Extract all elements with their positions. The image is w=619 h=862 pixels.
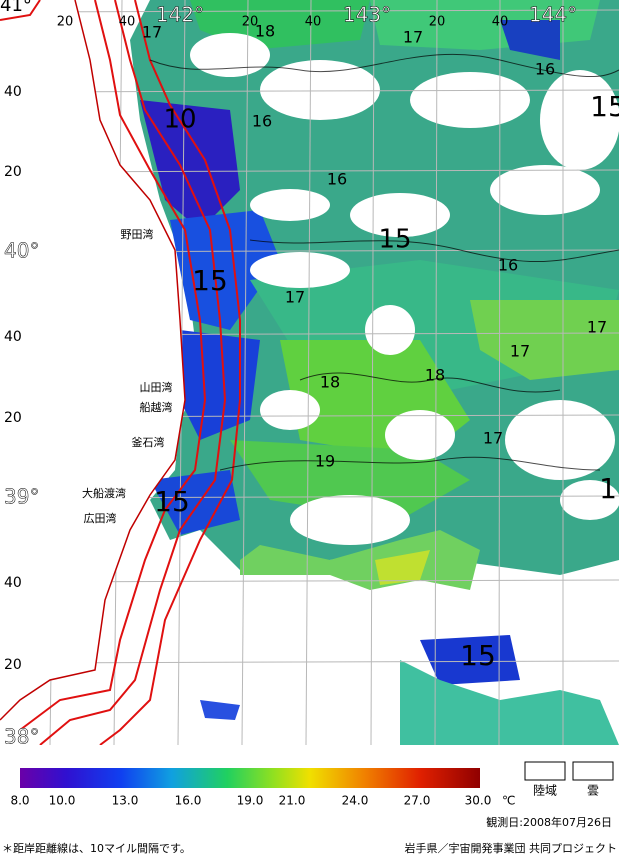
land-swatch (524, 761, 566, 781)
contour-label: 18 (320, 373, 340, 392)
contour-label: 17 (587, 318, 607, 337)
contour-label: 18 (425, 366, 445, 385)
footnote: ＊距岸距離線は、10マイル間隔です。 (2, 841, 191, 855)
contour-label: 15 (590, 90, 619, 123)
contour-label: 18 (255, 22, 275, 41)
credit: 岩手県／宇宙開発事業団 共同プロジェクト (405, 841, 618, 855)
contour-label: 10 (163, 105, 196, 135)
contour-label: 1 (599, 472, 617, 505)
graticule (0, 0, 619, 745)
warm-patch (230, 440, 470, 520)
warm-patch (470, 300, 619, 380)
contour-label: 19 (315, 452, 335, 471)
latitude-label: 39° (4, 485, 39, 509)
contour-label: 16 (252, 112, 272, 131)
cold-patch (420, 635, 520, 685)
bay-label: 船越湾 (140, 400, 173, 414)
contour-label: 15 (378, 225, 411, 255)
warm-patch (375, 550, 430, 585)
contour-label: 17 (142, 23, 162, 42)
bay-label: 大船渡湾 (82, 486, 126, 500)
cold-patch (500, 20, 560, 60)
latitude-label: 40° (4, 239, 39, 263)
contour-label: 17 (483, 429, 503, 448)
latitude-label: 41° (0, 0, 32, 16)
coastline (0, 0, 186, 721)
bay-label: 山田湾 (140, 380, 173, 394)
colorbar (20, 768, 480, 788)
contour-label: 17 (510, 342, 530, 361)
contour-label: 15 (192, 264, 228, 297)
contour-label: 15 (460, 639, 496, 672)
colorbar-unit: ℃ (502, 794, 515, 808)
longitude-label: 142° (156, 3, 204, 27)
colorbar-tick-label: 8.0 (10, 794, 29, 808)
cold-patch (150, 470, 240, 535)
longitude-label: 40 (119, 15, 136, 30)
latitude-label: 20 (4, 164, 22, 180)
contour-label: 16 (327, 170, 347, 189)
contour-label: 17 (285, 288, 305, 307)
map-area (0, 0, 619, 745)
colorbar-tick-label: 24.0 (342, 794, 369, 808)
bay-label: 野田湾 (121, 227, 154, 241)
longitude-label: 40 (492, 15, 509, 30)
contours (149, 53, 619, 471)
legend-label: 陸域 (533, 784, 557, 798)
distance-lines (0, 0, 241, 745)
observation-date: 観測日:2008年07月26日 (486, 815, 612, 829)
colorbar-tick-label: 30.0 (465, 794, 492, 808)
contour-label: 16 (498, 256, 518, 275)
longitude-label: 20 (57, 15, 74, 30)
latitude-label: 20 (4, 657, 22, 673)
latitude-label: 20 (4, 410, 22, 426)
land (0, 0, 185, 720)
colorbar-tick-label: 16.0 (175, 794, 202, 808)
patch (400, 660, 619, 745)
latitude-label: 38° (4, 725, 39, 749)
contour-label: 15 (154, 485, 190, 518)
longitude-label: 40 (305, 15, 322, 30)
contour-label: 16 (535, 60, 555, 79)
latitude-label: 40 (4, 84, 22, 100)
colorbar-tick-label: 27.0 (404, 794, 431, 808)
bay-label: 広田湾 (84, 511, 117, 525)
longitude-label: 20 (429, 15, 446, 30)
patch (200, 700, 240, 720)
latitude-label: 40 (4, 329, 22, 345)
latitude-label: 40 (4, 575, 22, 591)
contour-label: 17 (403, 28, 423, 47)
longitude-label: 20 (242, 15, 259, 30)
clouds (190, 33, 619, 545)
colorbar-tick-label: 21.0 (279, 794, 306, 808)
longitude-label: 143° (343, 3, 391, 27)
legend-label: 雲 (587, 784, 599, 798)
cloud-swatch (572, 761, 614, 781)
colorbar-tick-label: 19.0 (237, 794, 264, 808)
longitude-label: 144° (529, 3, 577, 27)
colorbar-tick-label: 13.0 (112, 794, 139, 808)
colorbar-tick-label: 10.0 (49, 794, 76, 808)
bay-label: 釜石湾 (132, 435, 165, 449)
